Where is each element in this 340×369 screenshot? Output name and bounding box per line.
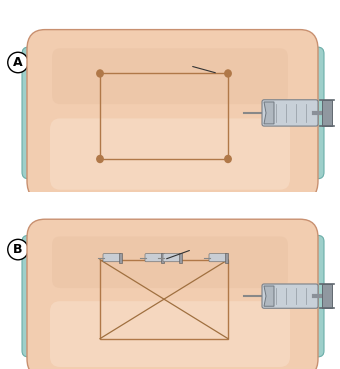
FancyBboxPatch shape (27, 30, 318, 201)
FancyBboxPatch shape (145, 254, 163, 262)
FancyBboxPatch shape (52, 237, 288, 288)
Circle shape (225, 155, 231, 162)
FancyBboxPatch shape (163, 254, 181, 262)
FancyBboxPatch shape (50, 301, 290, 367)
Text: Wheals at the edge
of the graft area: Wheals at the edge of the graft area (146, 62, 244, 84)
Bar (100, 73, 228, 159)
Bar (322, 284, 332, 308)
Bar (225, 253, 228, 263)
Circle shape (97, 70, 103, 77)
Bar (100, 260, 228, 339)
Text: B: B (13, 243, 23, 256)
FancyBboxPatch shape (52, 48, 288, 104)
Circle shape (97, 155, 103, 162)
Text: Area of graft infiltrated
through wheals: Area of graft infiltrated through wheals (152, 248, 268, 269)
Polygon shape (264, 286, 274, 306)
FancyBboxPatch shape (232, 47, 324, 179)
FancyBboxPatch shape (262, 284, 318, 308)
FancyBboxPatch shape (50, 118, 290, 190)
Circle shape (225, 70, 231, 77)
FancyBboxPatch shape (262, 100, 318, 126)
Bar (179, 253, 182, 263)
Bar (322, 100, 332, 126)
FancyBboxPatch shape (232, 235, 324, 357)
Polygon shape (264, 102, 274, 124)
Bar (119, 253, 122, 263)
Bar (161, 253, 164, 263)
FancyBboxPatch shape (22, 235, 109, 357)
FancyBboxPatch shape (103, 254, 121, 262)
Text: A: A (13, 56, 23, 69)
FancyBboxPatch shape (22, 47, 109, 179)
FancyBboxPatch shape (27, 219, 318, 369)
FancyBboxPatch shape (209, 254, 227, 262)
